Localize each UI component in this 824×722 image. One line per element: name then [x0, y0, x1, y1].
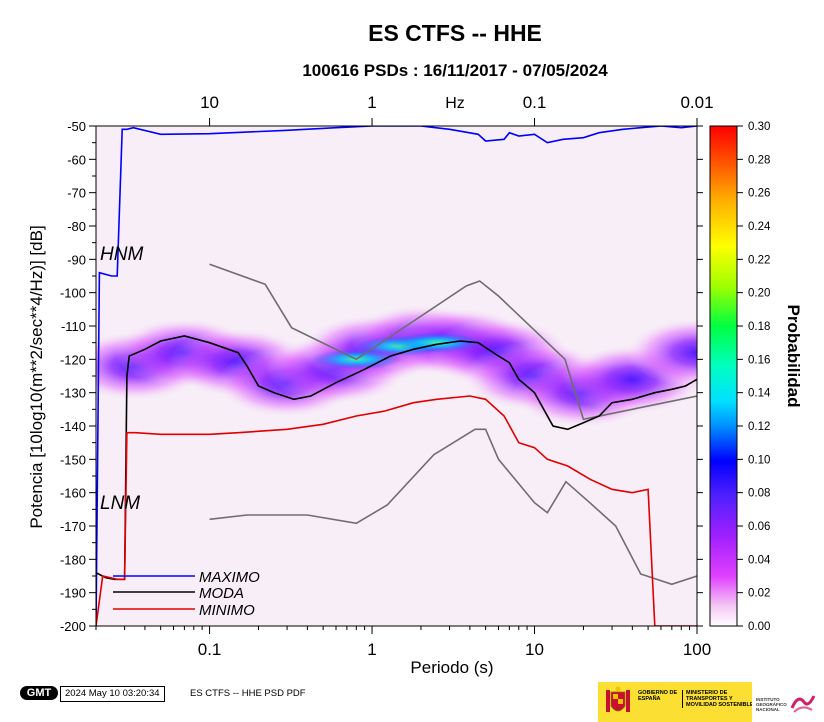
- x-tick-label: 10: [525, 640, 544, 659]
- series-maximo: [96, 126, 697, 626]
- y-tick-label: -190: [60, 586, 86, 601]
- colorbar-tick-label: 0.26: [748, 188, 770, 200]
- colorbar-tick-label: 0.08: [748, 488, 770, 500]
- x-tick-label: 0.1: [198, 640, 222, 659]
- lnm-label: LNM: [100, 493, 140, 514]
- chart-subtitle: 100616 PSDs : 16/11/2017 - 07/05/2024: [302, 61, 608, 80]
- psd-chart: ES CTFS -- HHE 100616 PSDs : 16/11/2017 …: [27, 20, 803, 677]
- noise-models: [209, 263, 697, 586]
- y-tick-label: -80: [67, 219, 86, 234]
- gobierno-text: GOBIERNO DE ESPAÑA: [638, 690, 678, 702]
- colorbar-tick-label: 0.30: [748, 121, 770, 133]
- y-tick-label: -160: [60, 486, 86, 501]
- x-axis: 0.1 1 10 100: [95, 626, 711, 659]
- x-axis-label: Periodo (s): [410, 658, 493, 677]
- colorbar-tick-label: 0.18: [748, 321, 770, 333]
- top-axis-label: Hz: [445, 95, 465, 112]
- y-tick-label: -180: [60, 552, 86, 567]
- colorbar-tick-label: 0.14: [748, 388, 771, 400]
- colorbar: [709, 125, 738, 627]
- noise-model-hnm: [209, 263, 697, 421]
- top-tick-label: 10: [200, 93, 219, 112]
- legend-moda-label: MODA: [199, 585, 244, 602]
- timestamp: 2024 May 10 03:20:34: [60, 686, 165, 702]
- y-tick-label: -170: [60, 519, 86, 534]
- ign-text: INSTITUTO GEOGRÁFICO NACIONAL: [756, 697, 787, 712]
- colorbar-label: Probabilidad: [784, 305, 803, 408]
- top-tick-label: 0.1: [523, 93, 547, 112]
- y-tick-label: -90: [67, 252, 86, 267]
- colorbar-tick-label: 0.28: [748, 154, 770, 166]
- colorbar-tick-label: 0.24: [748, 221, 771, 233]
- density-blob: [627, 318, 697, 387]
- series-moda: [96, 335, 697, 581]
- hnm-label: HNM: [100, 244, 143, 265]
- y-tick-label: -140: [60, 419, 86, 434]
- colorbar-tick-label: 0.22: [748, 254, 770, 266]
- colorbar-tick-label: 0.16: [748, 354, 770, 366]
- y-axis: -50 -60 -70 -80 -90 -100 -110 -120 -130 -140 -150 -…: [60, 119, 703, 634]
- y-tick-label: -60: [67, 152, 86, 167]
- colorbar-axis: 0.00 0.02 0.04 0.06 0.08 0.10 0.12 0.14 0.16 0.18…: [737, 121, 771, 633]
- gmt-badge: GMT: [20, 686, 58, 700]
- y-tick-label: -120: [60, 352, 86, 367]
- plot-label: ES CTFS -- HHE PSD PDF: [190, 688, 306, 699]
- y-tick-label: -50: [67, 119, 86, 134]
- y-tick-label: -110: [61, 319, 86, 334]
- series-legend: MAXIMO MODA MINIMO: [113, 569, 260, 619]
- density-peak: [391, 332, 482, 353]
- top-tick-label: 0.01: [680, 93, 713, 112]
- top-axis: 10 1 0.1 0.01: [200, 93, 714, 126]
- legend-maximo-label: MAXIMO: [199, 569, 260, 586]
- y-tick-label: -200: [60, 619, 86, 634]
- y-tick-label: -130: [60, 386, 86, 401]
- coat-of-arms-icon: [606, 686, 630, 712]
- top-tick-label: 1: [367, 93, 376, 112]
- ign-logo-icon: [790, 695, 816, 713]
- legend-minimo-label: MINIMO: [199, 602, 255, 619]
- y-tick-label: -100: [60, 286, 86, 301]
- series-minimo: [96, 395, 697, 626]
- y-tick-label: -150: [60, 452, 86, 467]
- x-tick-label: 1: [367, 640, 376, 659]
- colorbar-tick-label: 0.04: [748, 554, 771, 566]
- x-tick-label: 100: [683, 640, 711, 659]
- density-layer: [96, 305, 697, 427]
- colorbar-tick-label: 0.20: [748, 288, 770, 300]
- colorbar-tick-label: 0.06: [748, 521, 770, 533]
- y-axis-label: Potencia [10log10(m**2/sec**4/Hz)] [dB]: [27, 225, 46, 528]
- colorbar-tick-label: 0.10: [748, 454, 770, 466]
- y-tick-label: -70: [67, 186, 86, 201]
- colorbar-tick-label: 0.12: [748, 421, 770, 433]
- noise-model-lnm: [209, 428, 697, 586]
- series-lines: [96, 126, 697, 626]
- colorbar-tick-label: 0.00: [748, 621, 770, 633]
- ministerio-text: MINISTERIO DE TRANSPORTES Y MOVILIDAD SO…: [682, 690, 758, 708]
- colorbar-tick-label: 0.02: [748, 588, 770, 600]
- chart-title: ES CTFS -- HHE: [368, 20, 542, 46]
